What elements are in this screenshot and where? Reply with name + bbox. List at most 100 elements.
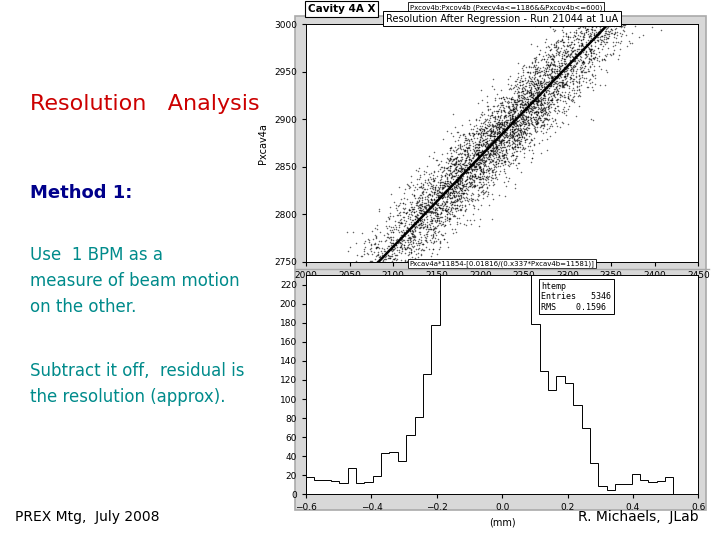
Point [445,155,456,164]
Point [449,192,460,201]
Point [450,158,462,166]
Point [421,222,433,231]
Point [552,43,564,51]
Point [562,93,574,102]
Point [586,25,598,33]
Point [528,109,539,117]
Point [514,136,526,145]
Point [539,76,550,84]
Point [488,132,500,140]
Point [366,257,378,266]
Point [395,227,407,235]
Point [413,196,424,205]
Point [490,147,502,156]
Point [404,226,415,234]
Point [525,84,536,92]
Point [579,21,590,30]
Point [428,237,439,245]
Point [461,160,472,169]
Point [568,36,580,45]
Point [444,214,456,223]
Point [415,219,426,227]
Point [459,194,470,203]
Point [521,106,532,114]
Point [552,86,564,95]
Point [545,80,557,89]
Point [572,45,584,53]
Point [464,199,475,208]
Point [557,92,568,101]
Point [417,200,428,208]
Point [448,184,459,193]
Point [552,122,563,131]
Point [618,21,629,30]
Point [472,153,484,161]
Point [466,174,477,183]
Point [577,41,588,50]
Point [575,39,587,48]
Point [481,154,492,163]
Point [513,59,524,68]
Point [404,233,415,241]
Point [546,64,558,72]
Point [408,232,420,241]
Point [494,139,505,147]
Point [469,181,481,190]
Point [528,93,539,102]
Point [506,102,518,111]
Point [518,68,529,76]
Point [410,198,422,207]
Point [445,187,456,196]
Point [447,174,459,183]
Point [433,214,444,222]
Point [514,127,526,136]
Point [564,51,575,59]
Point [511,140,523,149]
Point [546,73,557,82]
Point [545,45,557,54]
Point [557,108,568,117]
Point [508,103,520,111]
Point [542,61,554,70]
Point [460,179,472,188]
Point [442,163,454,171]
Point [492,151,504,160]
Point [506,137,518,146]
Point [382,254,394,262]
Point [532,103,544,112]
Point [463,130,474,138]
Point [454,206,466,214]
Point [577,58,588,66]
Point [526,62,537,71]
Point [488,133,500,142]
Point [464,160,475,168]
Point [395,235,407,244]
Point [532,96,544,104]
Point [482,102,494,110]
Point [454,219,465,227]
Point [569,85,580,94]
Point [592,28,603,37]
Point [477,131,489,139]
Point [552,67,563,76]
Point [443,183,454,191]
Point [405,198,416,206]
Point [448,187,459,195]
Point [428,177,439,185]
Point [541,135,553,144]
Point [552,62,563,70]
Point [472,143,484,152]
Point [415,209,426,218]
Point [423,206,435,215]
Point [495,167,506,176]
Point [532,92,544,100]
Point [359,245,370,253]
Point [462,144,473,153]
Point [443,216,454,225]
Point [434,243,446,252]
Point [447,212,459,220]
Point [495,105,507,114]
Point [567,62,579,70]
Point [546,122,558,130]
Point [507,111,518,119]
